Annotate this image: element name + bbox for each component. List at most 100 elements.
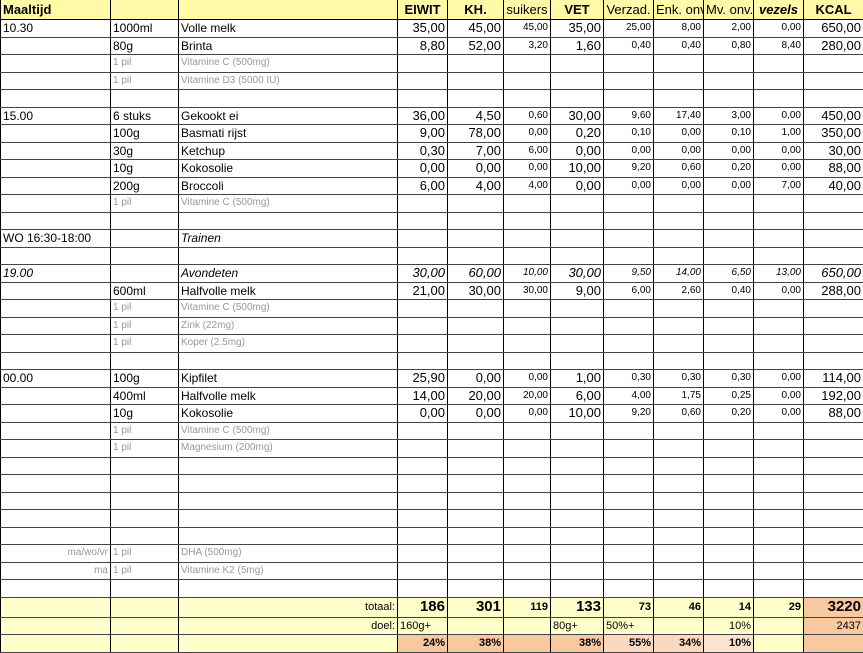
- cell-kcal[interactable]: [803, 527, 863, 545]
- cell-eiwit[interactable]: 14,00: [397, 387, 448, 405]
- column-header-time[interactable]: Maaltijd: [0, 0, 111, 20]
- cell-eiwit[interactable]: [397, 317, 448, 335]
- cell-enk-onv[interactable]: [653, 457, 704, 475]
- cell-vezels[interactable]: 7,00: [753, 177, 804, 195]
- cell-vet[interactable]: 30,00: [550, 264, 604, 283]
- cell-suikers[interactable]: [503, 579, 551, 598]
- cell-vet[interactable]: 38%: [550, 634, 604, 653]
- cell-item[interactable]: Vitamine K2 (5mg): [178, 562, 398, 580]
- cell-kh[interactable]: 0,00: [447, 159, 504, 178]
- cell-verzad[interactable]: [603, 527, 654, 545]
- cell-amount[interactable]: [110, 579, 179, 598]
- cell-enk-onv[interactable]: 0,00: [653, 124, 704, 143]
- cell-item[interactable]: [178, 247, 398, 265]
- cell-amount[interactable]: 400ml: [110, 387, 179, 405]
- cell-mv-onv[interactable]: [703, 527, 754, 545]
- cell-time[interactable]: [0, 37, 111, 55]
- cell-vezels[interactable]: [753, 194, 804, 213]
- cell-vet[interactable]: [550, 247, 604, 265]
- cell-vezels[interactable]: [753, 54, 804, 73]
- cell-suikers[interactable]: [503, 352, 551, 370]
- cell-kcal[interactable]: 650,00: [803, 264, 863, 283]
- cell-vet[interactable]: [550, 89, 604, 108]
- cell-time[interactable]: [0, 159, 111, 178]
- cell-vezels[interactable]: 29: [753, 597, 804, 618]
- cell-time[interactable]: [0, 194, 111, 213]
- cell-amount[interactable]: [110, 509, 179, 528]
- column-header-kcal[interactable]: KCAL: [803, 0, 863, 20]
- cell-amount[interactable]: [110, 474, 179, 493]
- column-header-amount[interactable]: [110, 0, 179, 20]
- cell-verzad[interactable]: [603, 72, 654, 90]
- cell-amount[interactable]: 1 pil: [110, 72, 179, 90]
- cell-eiwit[interactable]: [397, 457, 448, 475]
- cell-mv-onv[interactable]: 0,00: [703, 142, 754, 160]
- cell-vezels[interactable]: [753, 422, 804, 440]
- cell-item[interactable]: Kokosolie: [178, 159, 398, 178]
- cell-kh[interactable]: 7,00: [447, 142, 504, 160]
- cell-mv-onv[interactable]: [703, 439, 754, 458]
- cell-verzad[interactable]: [603, 317, 654, 335]
- cell-verzad[interactable]: [603, 247, 654, 265]
- cell-item[interactable]: totaal:: [178, 597, 398, 618]
- cell-suikers[interactable]: 30,00: [503, 282, 551, 300]
- cell-eiwit[interactable]: 160g+: [397, 617, 448, 635]
- cell-mv-onv[interactable]: [703, 72, 754, 90]
- cell-enk-onv[interactable]: 0,60: [653, 159, 704, 178]
- cell-amount[interactable]: [110, 89, 179, 108]
- cell-vezels[interactable]: 8,40: [753, 37, 804, 55]
- cell-kcal[interactable]: 450,00: [803, 107, 863, 125]
- cell-mv-onv[interactable]: [703, 54, 754, 73]
- cell-vezels[interactable]: 0,00: [753, 369, 804, 388]
- cell-kcal[interactable]: 650,00: [803, 19, 863, 38]
- cell-kcal[interactable]: [803, 212, 863, 230]
- cell-amount[interactable]: [110, 264, 179, 283]
- cell-time[interactable]: [0, 492, 111, 510]
- cell-suikers[interactable]: 45,00: [503, 19, 551, 38]
- cell-kh[interactable]: [447, 89, 504, 108]
- cell-kh[interactable]: 4,00: [447, 177, 504, 195]
- cell-eiwit[interactable]: 0,00: [397, 159, 448, 178]
- cell-item[interactable]: Brinta: [178, 37, 398, 55]
- cell-vezels[interactable]: [753, 317, 804, 335]
- cell-enk-onv[interactable]: [653, 247, 704, 265]
- cell-vet[interactable]: [550, 54, 604, 73]
- cell-suikers[interactable]: 0,00: [503, 124, 551, 143]
- cell-eiwit[interactable]: 6,00: [397, 177, 448, 195]
- cell-kh[interactable]: [447, 579, 504, 598]
- cell-vet[interactable]: [550, 492, 604, 510]
- cell-time[interactable]: [0, 597, 111, 618]
- cell-suikers[interactable]: 20,00: [503, 387, 551, 405]
- cell-item[interactable]: Ketchup: [178, 142, 398, 160]
- cell-time[interactable]: [0, 142, 111, 160]
- cell-enk-onv[interactable]: 8,00: [653, 19, 704, 38]
- cell-verzad[interactable]: [603, 194, 654, 213]
- cell-eiwit[interactable]: [397, 352, 448, 370]
- cell-vezels[interactable]: 0,00: [753, 19, 804, 38]
- cell-item[interactable]: Avondeten: [178, 264, 398, 283]
- cell-item[interactable]: Magnesium (200mg): [178, 439, 398, 458]
- cell-mv-onv[interactable]: 0,80: [703, 37, 754, 55]
- cell-mv-onv[interactable]: 0,10: [703, 124, 754, 143]
- cell-time[interactable]: [0, 579, 111, 598]
- cell-enk-onv[interactable]: 17,40: [653, 107, 704, 125]
- cell-enk-onv[interactable]: [653, 54, 704, 73]
- cell-item[interactable]: Basmati rijst: [178, 124, 398, 143]
- cell-verzad[interactable]: [603, 89, 654, 108]
- cell-amount[interactable]: 10g: [110, 159, 179, 178]
- cell-vet[interactable]: [550, 544, 604, 563]
- column-header-eiwit[interactable]: EIWIT: [397, 0, 448, 20]
- cell-eiwit[interactable]: 8,80: [397, 37, 448, 55]
- cell-vezels[interactable]: 0,00: [753, 387, 804, 405]
- cell-eiwit[interactable]: [397, 422, 448, 440]
- cell-kh[interactable]: 78,00: [447, 124, 504, 143]
- cell-amount[interactable]: 600ml: [110, 282, 179, 300]
- cell-suikers[interactable]: [503, 72, 551, 90]
- cell-time[interactable]: [0, 617, 111, 635]
- cell-vezels[interactable]: 0,00: [753, 404, 804, 423]
- cell-item[interactable]: Volle melk: [178, 19, 398, 38]
- cell-enk-onv[interactable]: [653, 72, 704, 90]
- cell-amount[interactable]: 1 pil: [110, 194, 179, 213]
- cell-kcal[interactable]: [803, 299, 863, 318]
- cell-eiwit[interactable]: 0,30: [397, 142, 448, 160]
